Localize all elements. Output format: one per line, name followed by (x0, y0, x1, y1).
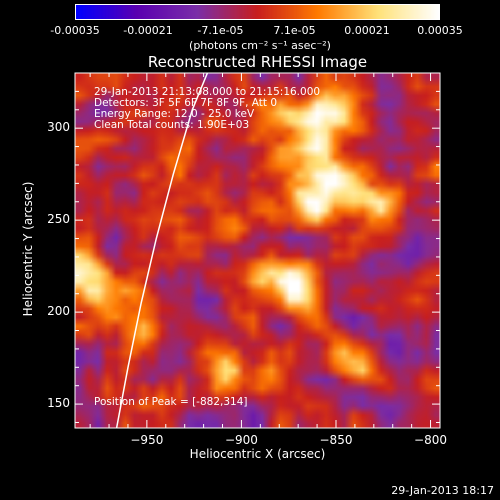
annotation-energy-range: Energy Range: 12.0 - 25.0 keV (94, 108, 255, 120)
x-tick-label: −900 (224, 433, 258, 447)
footer-timestamp: 29-Jan-2013 18:17 (391, 484, 494, 497)
y-tick-label: 300 (47, 120, 70, 135)
chart-title: Reconstructed RHESSI Image (147, 53, 368, 71)
x-tick-label: −850 (319, 433, 353, 447)
x-axis-label: Heliocentric X (arcsec) (189, 447, 326, 461)
colorbar-tick-label: -7.1e-05 (197, 24, 244, 37)
y-axis-ticks (75, 72, 440, 423)
y-tick-label: 150 (47, 396, 70, 411)
colorbar-tick-label: -0.00021 (123, 24, 173, 37)
annotation-clean-counts: Clean Total counts: 1.90E+03 (94, 119, 250, 131)
colorbar (75, 4, 440, 20)
annotation-peak-position: Position of Peak = [-882,314] (94, 396, 248, 408)
x-axis-ticks (89, 73, 432, 428)
colorbar-tick-label: 0.00035 (417, 24, 463, 37)
x-tick-label: −800 (414, 433, 448, 447)
solar-limb-curve (115, 73, 209, 428)
heatmap-image (75, 73, 440, 428)
colorbar-tick-label: -0.00035 (50, 24, 100, 37)
y-axis-label: Heliocentric Y (arcsec) (21, 181, 35, 317)
y-tick-label: 250 (47, 212, 70, 227)
x-tick-label: −950 (130, 433, 164, 447)
annotation-detectors: Detectors: 3F 5F 6F 7F 8F 9F, Att 0 (94, 97, 278, 109)
colorbar-tick-label: 7.1e-05 (273, 24, 316, 37)
y-tick-label: 200 (47, 304, 70, 319)
annotation-time-range: 29-Jan-2013 21:13:08.000 to 21:15:16.000 (94, 86, 321, 98)
colorbar-tick-label: 0.00021 (344, 24, 390, 37)
plot-frame (74, 72, 441, 429)
colorbar-unit-label: (photons cm⁻² s⁻¹ asec⁻²) (189, 39, 331, 52)
